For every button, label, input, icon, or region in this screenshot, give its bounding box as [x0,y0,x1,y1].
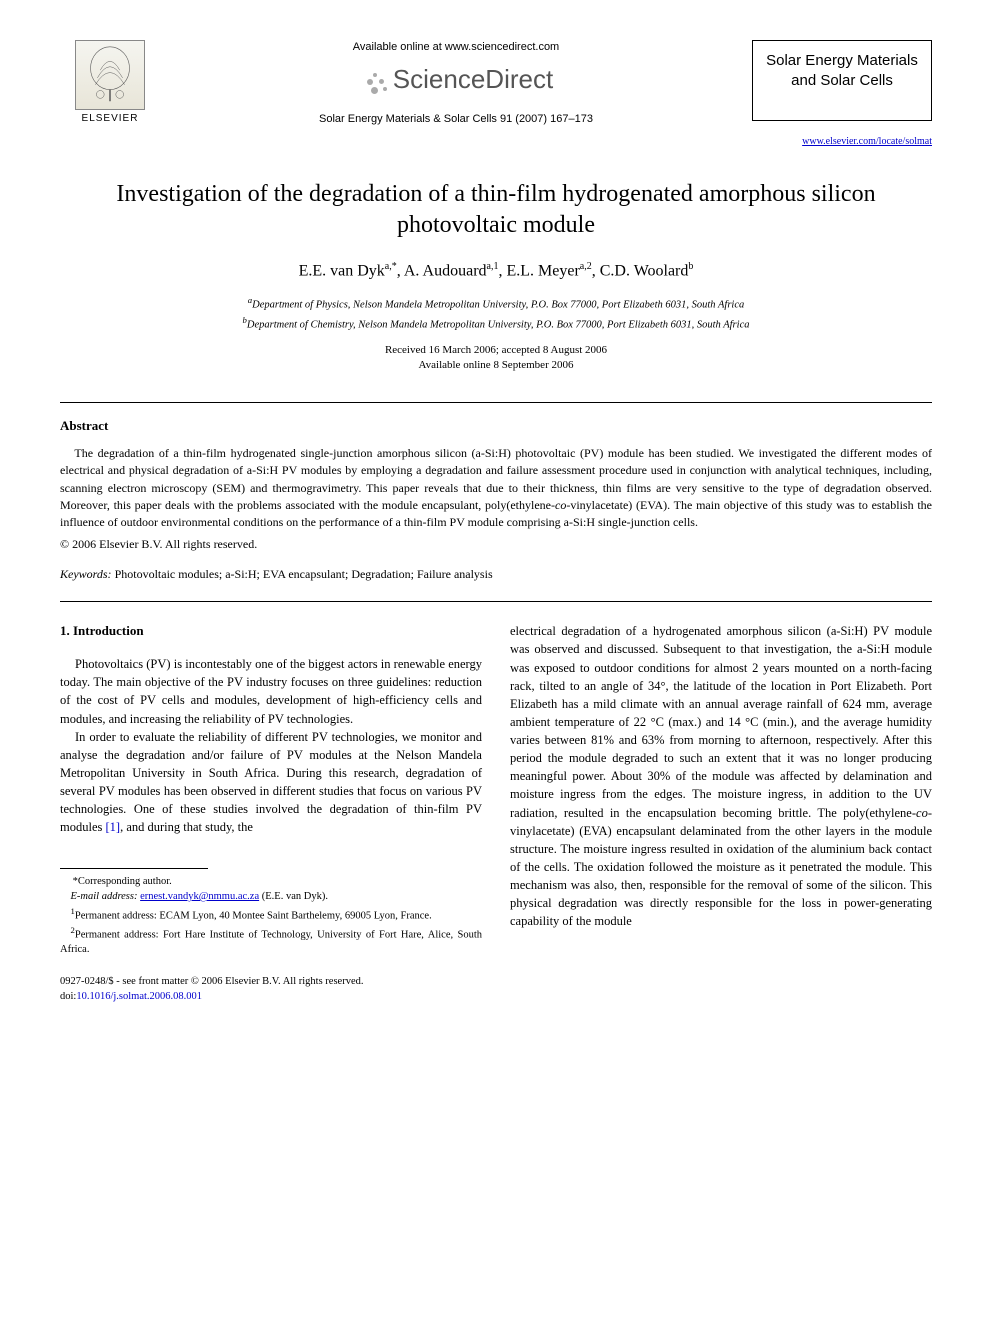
affiliation-b: Department of Chemistry, Nelson Mandela … [247,319,750,330]
journal-title-box: Solar Energy Materials and Solar Cells [752,40,932,121]
available-online-text: Available online at www.sciencedirect.co… [180,40,732,55]
author-1-sup: a,* [385,261,397,272]
body-columns: 1. Introduction Photovoltaics (PV) is in… [60,622,932,1004]
corresponding-author: *Corresponding author. [60,875,482,890]
affiliations: aDepartment of Physics, Nelson Mandela M… [60,294,932,333]
keywords-text: Photovoltaic modules; a-Si:H; EVA encaps… [112,567,493,581]
introduction-heading: 1. Introduction [60,622,482,641]
journal-box-line1: Solar Energy Materials [759,51,925,71]
intro-continued: electrical degradation of a hydrogenated… [510,622,932,930]
column-right: electrical degradation of a hydrogenated… [510,622,932,1004]
header-row: ELSEVIER Available online at www.science… [60,40,932,127]
footnote-divider [60,868,208,869]
intro-p2: In order to evaluate the reliability of … [60,728,482,837]
abstract-text: The degradation of a thin-film hydrogena… [60,445,932,532]
abstract-heading: Abstract [60,417,932,435]
intro-p1: Photovoltaics (PV) is incontestably one … [60,655,482,728]
author-4-sup: b [688,261,693,272]
author-3-sup: a,2 [580,261,592,272]
dates-block: Received 16 March 2006; accepted 8 Augus… [60,343,932,374]
bottom-meta: 0927-0248/$ - see front matter © 2006 El… [60,974,482,1004]
doi-link[interactable]: 10.1016/j.solmat.2006.08.001 [76,991,202,1002]
author-4: C.D. Woolard [600,262,689,279]
issn-line: 0927-0248/$ - see front matter © 2006 El… [60,974,482,989]
header-center: Available online at www.sciencedirect.co… [160,40,752,127]
received-date: Received 16 March 2006; accepted 8 Augus… [60,343,932,358]
column-left: 1. Introduction Photovoltaics (PV) is in… [60,622,482,1004]
keywords-label: Keywords: [60,567,112,581]
divider-top [60,402,932,403]
email-line: E-mail address: ernest.vandyk@nmmu.ac.za… [60,890,482,905]
citation-1[interactable]: [1] [105,820,120,834]
author-1: E.E. van Dyk [299,262,385,279]
journal-box-line2: and Solar Cells [759,71,925,91]
author-list: E.E. van Dyka,*, A. Audouarda,1, E.L. Me… [60,260,932,283]
sciencedirect-text: ScienceDirect [393,64,553,94]
copyright-text: © 2006 Elsevier B.V. All rights reserved… [60,536,932,553]
affiliation-a: Department of Physics, Nelson Mandela Me… [252,300,744,311]
elsevier-tree-icon [75,40,145,110]
footnote-1: 1Permanent address: ECAM Lyon, 40 Montee… [60,905,482,924]
keywords-line: Keywords: Photovoltaic modules; a-Si:H; … [60,566,932,583]
author-2: A. Audouard [404,262,487,279]
elsevier-label: ELSEVIER [60,112,160,126]
sciencedirect-logo: ScienceDirect [180,61,732,97]
footnotes: *Corresponding author. E-mail address: e… [60,875,482,957]
journal-url-link[interactable]: www.elsevier.com/locate/solmat [60,135,932,149]
elsevier-logo-block: ELSEVIER [60,40,160,126]
online-date: Available online 8 September 2006 [60,358,932,373]
author-3: E.L. Meyer [506,262,579,279]
paper-title: Investigation of the degradation of a th… [60,179,932,241]
email-link[interactable]: ernest.vandyk@nmmu.ac.za [140,891,259,902]
divider-bottom [60,601,932,602]
sciencedirect-dots-icon [359,69,389,95]
author-2-sup: a,1 [487,261,499,272]
footnote-2: 2Permanent address: Fort Hare Institute … [60,924,482,958]
journal-reference: Solar Energy Materials & Solar Cells 91 … [180,112,732,127]
